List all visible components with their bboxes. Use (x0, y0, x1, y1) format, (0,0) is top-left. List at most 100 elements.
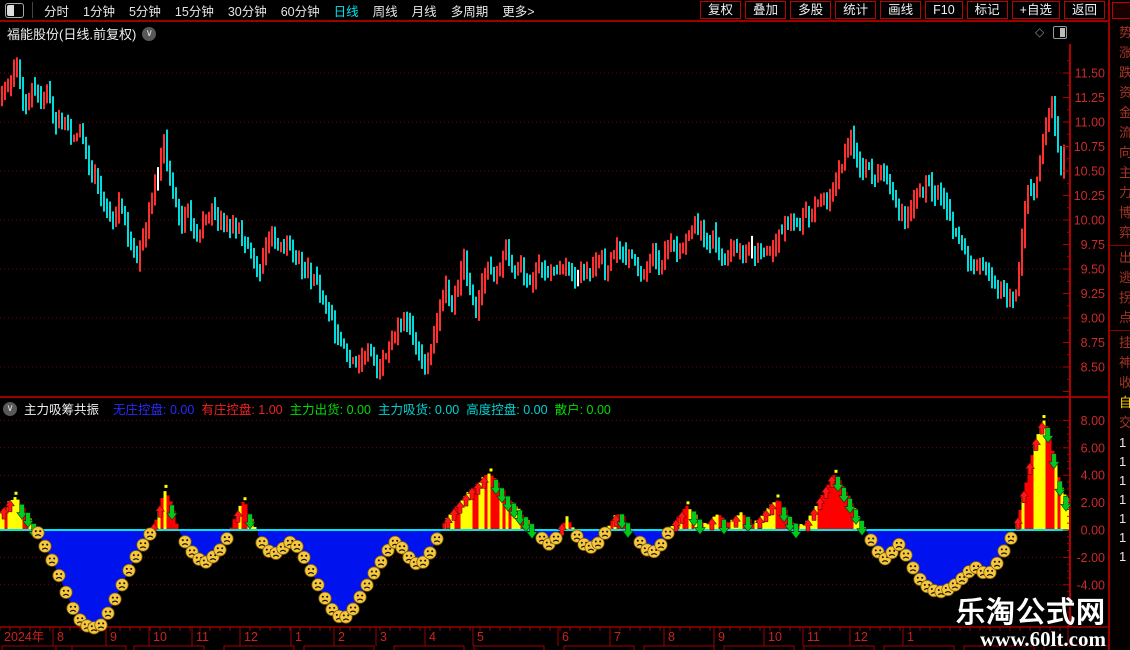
indicator-name[interactable]: 主力吸筹共振 (24, 403, 100, 417)
layout-panel-icon[interactable] (5, 2, 24, 18)
month-label: 2 (338, 630, 345, 644)
indicator-field-6: 散户: 0.00 (554, 403, 611, 417)
chevron-down-icon[interactable]: ∨ (142, 26, 157, 41)
watermark-site-name: 乐淘公式网 (955, 597, 1106, 630)
action-button-3[interactable]: 多股 (790, 1, 832, 19)
sidebar-clipped-item[interactable]: 点 (1110, 308, 1130, 328)
indicator-values: 无庄控盘: 0.00 有庄控盘: 1.00 主力出货: 0.00 主力吸货: 0.00… (106, 399, 611, 418)
sidebar-clipped-quote[interactable]: 1 (1119, 492, 1127, 507)
month-label: 4 (429, 630, 436, 644)
period-tab-10[interactable]: 多周期 (450, 4, 489, 19)
sad-smiley-markers (31, 526, 1018, 635)
sidebar-clipped-item[interactable]: 收 (1110, 373, 1130, 393)
month-label: 1 (295, 630, 302, 644)
period-tab-7[interactable]: 日线 (333, 4, 359, 19)
indicator-field-2: 有庄控盘: 1.00 (201, 403, 283, 417)
sidebar-clipped-item[interactable]: 逃 (1110, 268, 1130, 288)
sidebar-clipped-quote[interactable]: 1 (1119, 435, 1127, 450)
sidebar-clipped-item[interactable]: 金 (1110, 103, 1130, 123)
period-tab-11[interactable]: 更多> (502, 4, 535, 19)
period-toolbar: 分时 1分钟 5分钟 15分钟 30分钟 60分钟 日线 周线 月线 多周期 更多> 复权 叠加 多股统… (0, 0, 1108, 22)
indicator-field-4: 主力吸货: 0.00 (377, 403, 460, 417)
month-label: 8 (668, 630, 675, 644)
sidebar-clipped-item[interactable]: 拐 (1110, 288, 1130, 308)
sidebar-clipped-item[interactable]: 弈 (1110, 223, 1130, 243)
right-sidebar-clipped[interactable]: 势涨跌资金流向主力博弈出逃拐点挂神收自交 1 1 1 1 1 1 1 (1108, 0, 1130, 650)
signal-arrows (0, 415, 1072, 540)
sidebar-clipped-quote[interactable]: 1 (1119, 473, 1127, 488)
sidebar-clipped-quote[interactable]: 1 (1119, 549, 1127, 564)
sidebar-clipped-item[interactable]: 资 (1110, 83, 1130, 103)
sidebar-clipped-item[interactable]: 主 (1110, 163, 1130, 183)
sidebar-clipped-item[interactable]: 跌 (1110, 63, 1130, 83)
split-panel-icon[interactable] (1053, 25, 1068, 39)
action-button-5[interactable]: 画线 (880, 1, 922, 19)
axes: 11.5011.2511.0010.7510.5010.2510.009.759… (0, 44, 1115, 650)
month-label: 6 (562, 630, 569, 644)
svg-text:9.25: 9.25 (1081, 287, 1105, 301)
action-buttons: 复权 叠加 多股 统计 画线 F10 标记 +自选 返回 (700, 1, 1108, 19)
month-label: 11 (807, 630, 820, 644)
sidebar-clipped-item[interactable]: 交 (1110, 413, 1130, 433)
period-tab-3[interactable]: 5分钟 (128, 4, 161, 19)
month-label: 7 (614, 630, 621, 644)
svg-text:9.00: 9.00 (1081, 312, 1105, 326)
period-tab-5[interactable]: 30分钟 (227, 4, 267, 19)
action-button-7[interactable]: 标记 (966, 1, 1008, 19)
indicator-field-5: 高度控盘: 0.00 (466, 403, 548, 417)
action-button-1[interactable]: 复权 (700, 1, 742, 19)
clipped-toolbar-button[interactable] (1112, 2, 1130, 19)
period-tab-4[interactable]: 15分钟 (174, 4, 214, 19)
sidebar-clipped-quote[interactable]: 1 (1119, 454, 1127, 469)
month-label: 5 (477, 630, 484, 644)
action-button-4[interactable]: 统计 (835, 1, 877, 19)
svg-text:10.25: 10.25 (1074, 189, 1105, 203)
sidebar-clipped-item[interactable]: 出 (1110, 248, 1130, 268)
month-label: 12 (244, 630, 258, 644)
svg-text:-4.00: -4.00 (1077, 578, 1106, 592)
action-button-9[interactable]: 返回 (1063, 1, 1105, 19)
month-label: 1 (907, 630, 914, 644)
action-button-2[interactable]: 叠加 (745, 1, 787, 19)
sidebar-clipped-item[interactable]: 挂 (1110, 333, 1130, 353)
sidebar-clipped-item[interactable]: 势 (1110, 23, 1130, 43)
month-label: 9 (110, 630, 117, 644)
period-tab-2[interactable]: 1分钟 (83, 4, 115, 19)
svg-text:11.50: 11.50 (1075, 67, 1105, 81)
period-tab-6[interactable]: 60分钟 (280, 4, 320, 19)
svg-text:8.50: 8.50 (1081, 361, 1105, 375)
sidebar-clipped-item[interactable]: 神 (1110, 353, 1130, 373)
indicator-collapse-icon[interactable]: ∨ (3, 401, 17, 416)
period-tab-9[interactable]: 月线 (411, 4, 437, 19)
svg-text:11.00: 11.00 (1075, 116, 1105, 130)
sidebar-clipped-highlight[interactable]: 自 (1110, 393, 1130, 413)
sidebar-clipped-item[interactable]: 向 (1110, 143, 1130, 163)
sidebar-clipped-item[interactable]: 涨 (1110, 43, 1130, 63)
month-label: 2024年 (4, 630, 44, 644)
period-tab-8[interactable]: 周线 (372, 4, 398, 19)
svg-text:10.75: 10.75 (1074, 140, 1105, 154)
sidebar-clipped-item[interactable]: 博 (1110, 203, 1130, 223)
diamond-icon[interactable]: ◇ (1035, 25, 1045, 39)
sidebar-clipped-quote[interactable]: 1 (1119, 530, 1127, 545)
month-label: 10 (153, 630, 167, 644)
svg-text:0.00: 0.00 (1081, 524, 1105, 538)
sidebar-clipped-quote[interactable]: 1 (1119, 511, 1127, 526)
action-button-8[interactable]: +自选 (1011, 1, 1060, 19)
svg-text:9.50: 9.50 (1081, 263, 1105, 277)
period-tab-1[interactable]: 分时 (44, 4, 70, 19)
sidebar-clipped-item[interactable]: 流 (1110, 123, 1130, 143)
page-title: 福能股份(日线.前复权) (7, 27, 137, 42)
action-button-6[interactable]: F10 (925, 1, 963, 19)
toolbar-divider (32, 2, 33, 18)
svg-text:8.00: 8.00 (1081, 414, 1105, 428)
sidebar-clipped-item[interactable]: 力 (1110, 183, 1130, 203)
svg-text:9.75: 9.75 (1081, 238, 1105, 252)
chart-title-row: 福能股份(日线.前复权) ∨ (7, 24, 157, 43)
indicator-header: ∨ 主力吸筹共振 无庄控盘: 0.00 有庄控盘: 1.00 主力出货: 0.00 主… (3, 399, 611, 418)
svg-text:6.00: 6.00 (1081, 441, 1105, 455)
svg-text:11.25: 11.25 (1075, 91, 1105, 105)
period-tabs: 分时 1分钟 5分钟 15分钟 30分钟 60分钟 日线 周线 月线 多周期 更多> (37, 1, 542, 20)
svg-text:4.00: 4.00 (1081, 469, 1105, 483)
